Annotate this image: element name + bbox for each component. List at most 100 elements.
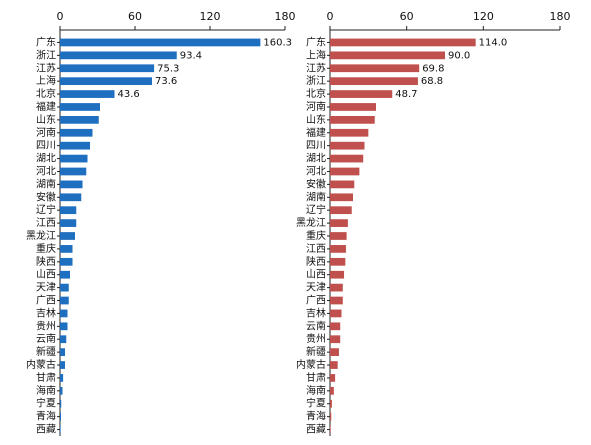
bar bbox=[330, 374, 336, 382]
bar bbox=[60, 232, 75, 240]
y-tick-label: 黑龙江 bbox=[26, 229, 56, 242]
y-tick-label: 海南 bbox=[36, 384, 56, 397]
y-tick-label: 河北 bbox=[36, 165, 56, 177]
y-tick-label: 福建 bbox=[36, 100, 56, 113]
x-tick-label: 120 bbox=[200, 10, 221, 23]
y-tick-label: 西藏 bbox=[36, 424, 56, 436]
y-tick-label: 广东 bbox=[306, 35, 326, 48]
bar bbox=[60, 141, 90, 150]
y-tick-label: 山东 bbox=[36, 113, 56, 126]
y-tick-label: 陕西 bbox=[306, 255, 326, 268]
y-tick-label: 山西 bbox=[36, 269, 56, 281]
data-label: 160.3 bbox=[263, 37, 292, 48]
x-tick-label: 60 bbox=[400, 10, 414, 23]
bar bbox=[330, 103, 376, 111]
data-label: 68.8 bbox=[421, 76, 443, 87]
bar bbox=[60, 374, 64, 382]
y-tick-label: 甘肃 bbox=[306, 371, 326, 384]
y-tick-label: 天津 bbox=[306, 282, 326, 294]
bar bbox=[330, 77, 418, 86]
bar bbox=[60, 167, 87, 176]
bar bbox=[60, 64, 155, 73]
bar bbox=[60, 309, 68, 318]
bar bbox=[60, 412, 61, 421]
bar bbox=[330, 219, 348, 227]
y-tick-label: 新疆 bbox=[36, 345, 56, 358]
bar bbox=[60, 103, 100, 111]
data-label: 69.8 bbox=[422, 63, 444, 74]
bar bbox=[60, 386, 63, 395]
x-tick-label: 60 bbox=[128, 10, 142, 23]
data-label: 75.3 bbox=[157, 63, 179, 74]
y-tick-label: 吉林 bbox=[36, 306, 56, 319]
x-tick-label: 120 bbox=[473, 10, 494, 23]
y-tick-label: 黑龙江 bbox=[296, 216, 326, 229]
bar bbox=[60, 257, 73, 266]
bar bbox=[330, 167, 360, 176]
y-tick-label: 广东 bbox=[36, 35, 56, 48]
bar bbox=[330, 257, 346, 266]
y-tick-label: 湖南 bbox=[306, 190, 326, 203]
y-tick-label: 湖北 bbox=[306, 153, 326, 165]
y-tick-label: 内蒙古 bbox=[296, 358, 326, 371]
bar bbox=[330, 64, 420, 73]
data-label: 48.7 bbox=[395, 89, 417, 100]
bar bbox=[330, 180, 355, 189]
y-tick-label: 重庆 bbox=[36, 242, 56, 255]
bar bbox=[60, 361, 65, 369]
y-tick-label: 江西 bbox=[36, 217, 56, 229]
y-tick-label: 陕西 bbox=[36, 255, 56, 268]
bar bbox=[330, 245, 346, 253]
x-tick-label: 0 bbox=[57, 10, 64, 23]
bar bbox=[60, 219, 77, 227]
bar bbox=[60, 206, 77, 215]
y-tick-label: 贵州 bbox=[36, 319, 56, 332]
bar bbox=[330, 309, 342, 318]
y-tick-label: 上海 bbox=[36, 74, 56, 87]
y-tick-label: 云南 bbox=[36, 332, 56, 345]
bar bbox=[330, 128, 369, 137]
bar bbox=[60, 296, 69, 305]
data-label: 73.6 bbox=[155, 76, 177, 87]
bar bbox=[330, 232, 347, 240]
y-tick-label: 河南 bbox=[36, 126, 56, 139]
y-tick-label: 宁夏 bbox=[36, 397, 56, 410]
y-tick-label: 湖北 bbox=[36, 153, 56, 165]
bar bbox=[60, 425, 61, 434]
bar bbox=[330, 51, 445, 60]
bar bbox=[330, 116, 375, 124]
x-tick-label: 180 bbox=[550, 10, 571, 23]
bar bbox=[60, 77, 152, 86]
y-tick-label: 北京 bbox=[306, 87, 326, 100]
y-tick-label: 甘肃 bbox=[36, 371, 56, 384]
y-tick-label: 辽宁 bbox=[306, 203, 326, 216]
bar bbox=[330, 386, 334, 395]
bar bbox=[60, 116, 99, 124]
y-tick-label: 安徽 bbox=[36, 190, 56, 203]
bar bbox=[60, 283, 69, 292]
bar bbox=[60, 154, 88, 163]
bar bbox=[60, 270, 70, 279]
y-tick-label: 广西 bbox=[36, 295, 56, 307]
y-tick-label: 新疆 bbox=[306, 345, 326, 358]
data-label: 43.6 bbox=[118, 89, 140, 100]
y-tick-label: 广西 bbox=[306, 295, 326, 307]
bar bbox=[60, 193, 82, 202]
y-tick-label: 辽宁 bbox=[36, 203, 56, 216]
y-tick-label: 宁夏 bbox=[306, 397, 326, 410]
bar bbox=[330, 206, 352, 215]
data-label: 90.0 bbox=[448, 50, 470, 61]
bar bbox=[60, 335, 67, 344]
y-tick-label: 福建 bbox=[306, 126, 326, 139]
bar bbox=[60, 399, 62, 408]
bar bbox=[330, 283, 343, 292]
y-tick-label: 江苏 bbox=[306, 61, 326, 74]
bar bbox=[330, 425, 331, 434]
y-tick-label: 湖南 bbox=[36, 177, 56, 190]
bar bbox=[330, 296, 343, 305]
bar bbox=[330, 193, 353, 202]
y-tick-label: 青海 bbox=[306, 410, 326, 423]
y-tick-label: 山西 bbox=[306, 269, 326, 281]
bar bbox=[60, 245, 73, 253]
